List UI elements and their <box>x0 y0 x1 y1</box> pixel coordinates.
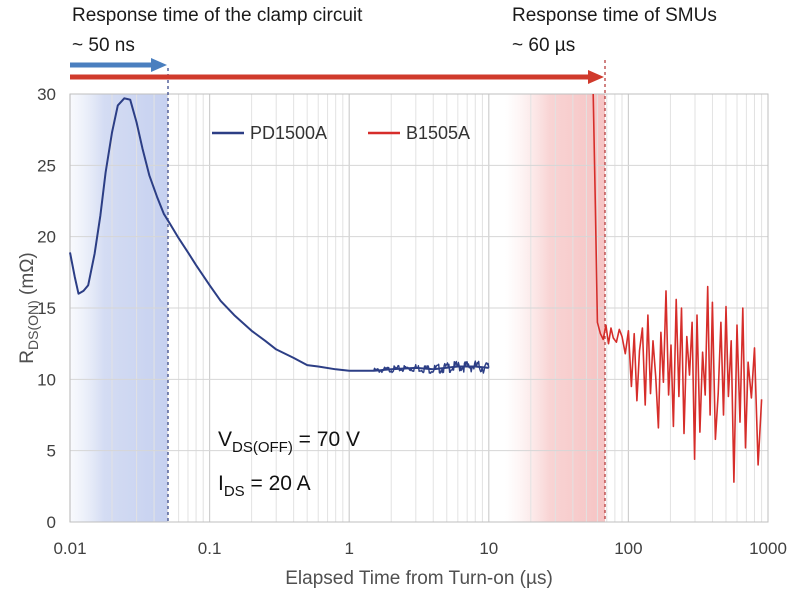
condition-vds-main: V <box>218 428 232 451</box>
smu-annotation-title: Response time of SMUs <box>512 5 717 26</box>
y-axis-title: RDS(ON) (mΩ) <box>17 252 41 363</box>
y-tick-label: 20 <box>37 228 56 247</box>
smu-arrow-head <box>588 70 604 84</box>
series-line-pd1500a <box>69 97 489 372</box>
condition-ids-main: I <box>218 472 224 495</box>
x-axis-title: Elapsed Time from Turn-on (µs) <box>285 568 553 589</box>
condition-ids-sub: DS <box>224 483 245 500</box>
y-tick-label: 15 <box>37 299 56 318</box>
y-tick-label: 30 <box>37 85 56 104</box>
x-tick-label: 10 <box>479 539 498 558</box>
smu-annotation-value: ~ 60 µs <box>512 35 575 56</box>
y-tick-label: 10 <box>37 370 56 389</box>
legend: PD1500A B1505A <box>212 123 470 143</box>
x-tick-label: 1000 <box>749 539 787 558</box>
x-tick-label: 0.1 <box>198 539 222 558</box>
y-axis-ticks: 0 5 10 15 20 25 30 <box>37 85 56 532</box>
condition-vds-rest: = 70 V <box>293 428 360 451</box>
y-axis-title-unit: (mΩ) <box>17 252 38 300</box>
series-noise-pd1500a <box>373 360 490 374</box>
condition-vds-sub: DS(OFF) <box>232 439 293 456</box>
plot-frame <box>69 93 769 523</box>
condition-vds: VDS(OFF) = 70 V <box>218 428 360 456</box>
y-tick-label: 5 <box>47 442 56 461</box>
y-axis-title-sub: DS(ON) <box>25 300 41 350</box>
y-axis-title-main: R <box>17 350 38 364</box>
y-tick-label: 25 <box>37 156 56 175</box>
y-tick-label: 0 <box>47 513 56 532</box>
x-axis-ticks: 0.01 0.1 1 10 100 1000 <box>53 539 786 558</box>
x-tick-label: 0.01 <box>53 539 86 558</box>
clamp-annotation-value: ~ 50 ns <box>72 35 135 56</box>
legend-label-pd1500a: PD1500A <box>250 123 327 143</box>
grid <box>69 93 768 523</box>
clamp-annotation-title: Response time of the clamp circuit <box>72 5 363 26</box>
condition-ids: IDS = 20 A <box>218 472 311 500</box>
x-tick-label: 100 <box>614 539 642 558</box>
x-tick-label: 1 <box>344 539 353 558</box>
condition-ids-rest: = 20 A <box>245 472 311 495</box>
legend-label-b1505a: B1505A <box>406 123 470 143</box>
series-line-b1505a <box>592 93 763 483</box>
clamp-arrow-head <box>151 58 167 72</box>
